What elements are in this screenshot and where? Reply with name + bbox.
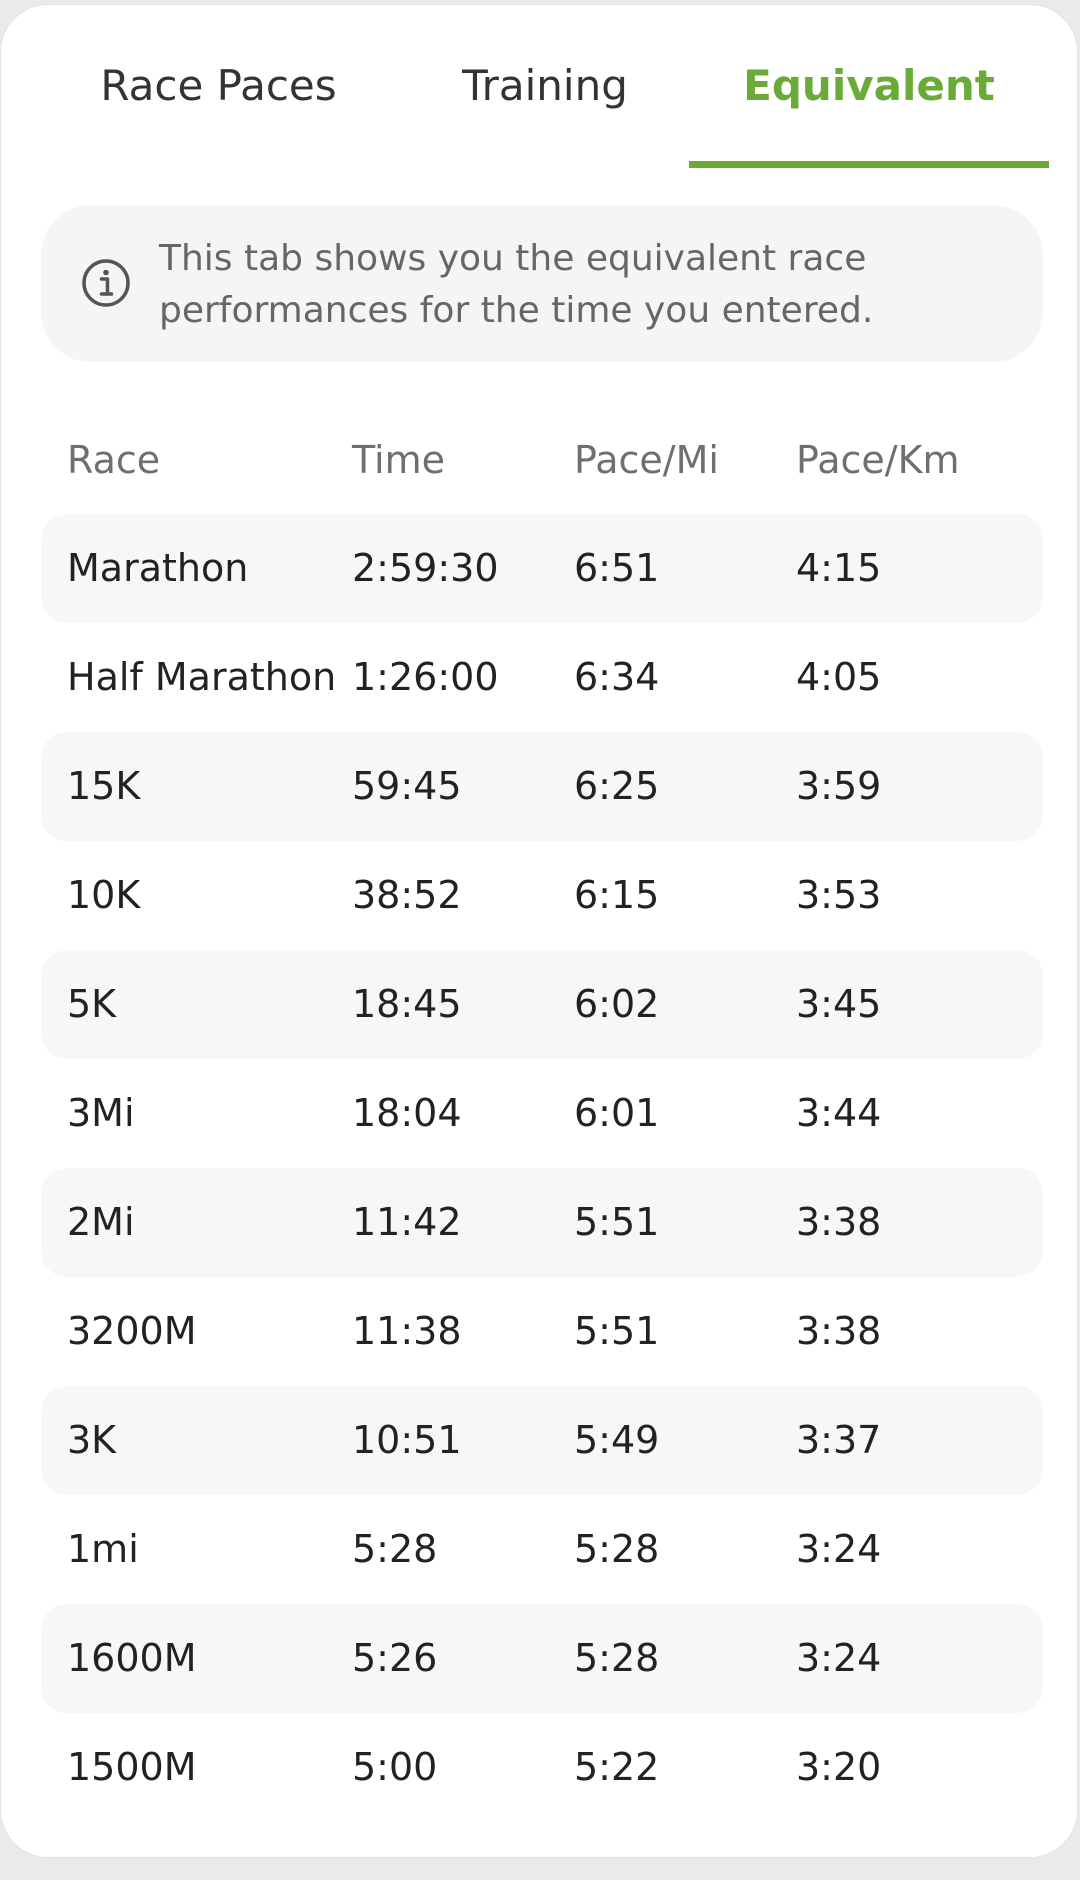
- header-race: Race: [67, 438, 161, 482]
- pace-mi-cell: 5:22: [574, 1745, 660, 1789]
- pace-km-cell: 3:20: [796, 1745, 882, 1789]
- header-pace-km: Pace/Km: [796, 438, 960, 482]
- table-row: Marathon 2:59:30 6:51 4:15: [41, 514, 1043, 623]
- time-cell: 5:26: [352, 1636, 438, 1680]
- time-cell: 10:51: [352, 1418, 462, 1462]
- race-cell: 3K: [67, 1418, 117, 1462]
- pace-km-cell: 3:24: [796, 1527, 882, 1571]
- table-row: 1600M 5:26 5:28 3:24: [41, 1604, 1043, 1713]
- pace-km-cell: 4:15: [796, 546, 882, 590]
- pace-mi-cell: 5:49: [574, 1418, 660, 1462]
- race-cell: 1600M: [67, 1636, 197, 1680]
- time-cell: 38:52: [352, 873, 462, 917]
- time-cell: 2:59:30: [352, 546, 499, 590]
- time-cell: 11:38: [352, 1309, 462, 1353]
- header-pace-mi: Pace/Mi: [574, 438, 719, 482]
- race-cell: 2Mi: [67, 1200, 135, 1244]
- header-time: Time: [352, 438, 445, 482]
- equivalent-card: Race Paces Training Equivalent This tab …: [0, 4, 1078, 1858]
- table-row: 3Mi 18:04 6:01 3:44: [41, 1059, 1043, 1168]
- pace-km-cell: 4:05: [796, 655, 882, 699]
- table-row: 1500M 5:00 5:22 3:20: [41, 1713, 1043, 1822]
- info-icon: [81, 258, 131, 308]
- table-row: 3200M 11:38 5:51 3:38: [41, 1277, 1043, 1386]
- pace-mi-cell: 5:51: [574, 1200, 660, 1244]
- pace-mi-cell: 5:28: [574, 1527, 660, 1571]
- race-cell: Marathon: [67, 546, 249, 590]
- time-cell: 18:45: [352, 982, 462, 1026]
- info-banner: This tab shows you the equivalent race p…: [41, 205, 1043, 362]
- time-cell: 59:45: [352, 764, 462, 808]
- table-row: 10K 38:52 6:15 3:53: [41, 841, 1043, 950]
- table-row: 5K 18:45 6:02 3:45: [41, 950, 1043, 1059]
- pace-mi-cell: 6:01: [574, 1091, 660, 1135]
- pace-mi-cell: 6:15: [574, 873, 660, 917]
- tab-equivalent[interactable]: Equivalent: [743, 60, 995, 110]
- race-cell: 1500M: [67, 1745, 197, 1789]
- table-row: 1mi 5:28 5:28 3:24: [41, 1495, 1043, 1604]
- time-cell: 18:04: [352, 1091, 462, 1135]
- pace-mi-cell: 6:34: [574, 655, 660, 699]
- race-cell: 3200M: [67, 1309, 197, 1353]
- tab-training[interactable]: Training: [462, 60, 628, 110]
- pace-mi-cell: 6:25: [574, 764, 660, 808]
- pace-mi-cell: 6:51: [574, 546, 660, 590]
- tab-race-paces[interactable]: Race Paces: [100, 60, 337, 110]
- time-cell: 5:28: [352, 1527, 438, 1571]
- race-cell: 15K: [67, 764, 141, 808]
- info-text: This tab shows you the equivalent race p…: [159, 233, 1019, 337]
- time-cell: 5:00: [352, 1745, 438, 1789]
- info-text-line-2: performances for the time you entered.: [159, 290, 874, 331]
- race-cell: 1mi: [67, 1527, 139, 1571]
- pace-km-cell: 3:24: [796, 1636, 882, 1680]
- pace-mi-cell: 6:02: [574, 982, 660, 1026]
- table-header: Race Time Pace/Mi Pace/Km: [41, 415, 1043, 505]
- table-row: 2Mi 11:42 5:51 3:38: [41, 1168, 1043, 1277]
- time-cell: 11:42: [352, 1200, 462, 1244]
- pace-km-cell: 3:37: [796, 1418, 882, 1462]
- pace-mi-cell: 5:28: [574, 1636, 660, 1680]
- table-row: Half Marathon 1:26:00 6:34 4:05: [41, 623, 1043, 732]
- pace-km-cell: 3:38: [796, 1309, 882, 1353]
- pace-km-cell: 3:53: [796, 873, 882, 917]
- table-body: Marathon 2:59:30 6:51 4:15 Half Marathon 1:26…: [41, 514, 1043, 1822]
- time-cell: 1:26:00: [352, 655, 499, 699]
- active-tab-indicator: [689, 161, 1049, 168]
- pace-km-cell: 3:59: [796, 764, 882, 808]
- race-cell: Half Marathon: [67, 655, 337, 699]
- tab-bar: Race Paces Training Equivalent: [1, 5, 1077, 168]
- pace-km-cell: 3:38: [796, 1200, 882, 1244]
- table-row: 3K 10:51 5:49 3:37: [41, 1386, 1043, 1495]
- info-text-line-1: This tab shows you the equivalent race: [159, 238, 867, 279]
- race-cell: 3Mi: [67, 1091, 135, 1135]
- race-cell: 5K: [67, 982, 117, 1026]
- pace-mi-cell: 5:51: [574, 1309, 660, 1353]
- table-row: 15K 59:45 6:25 3:59: [41, 732, 1043, 841]
- pace-km-cell: 3:45: [796, 982, 882, 1026]
- pace-km-cell: 3:44: [796, 1091, 882, 1135]
- race-cell: 10K: [67, 873, 141, 917]
